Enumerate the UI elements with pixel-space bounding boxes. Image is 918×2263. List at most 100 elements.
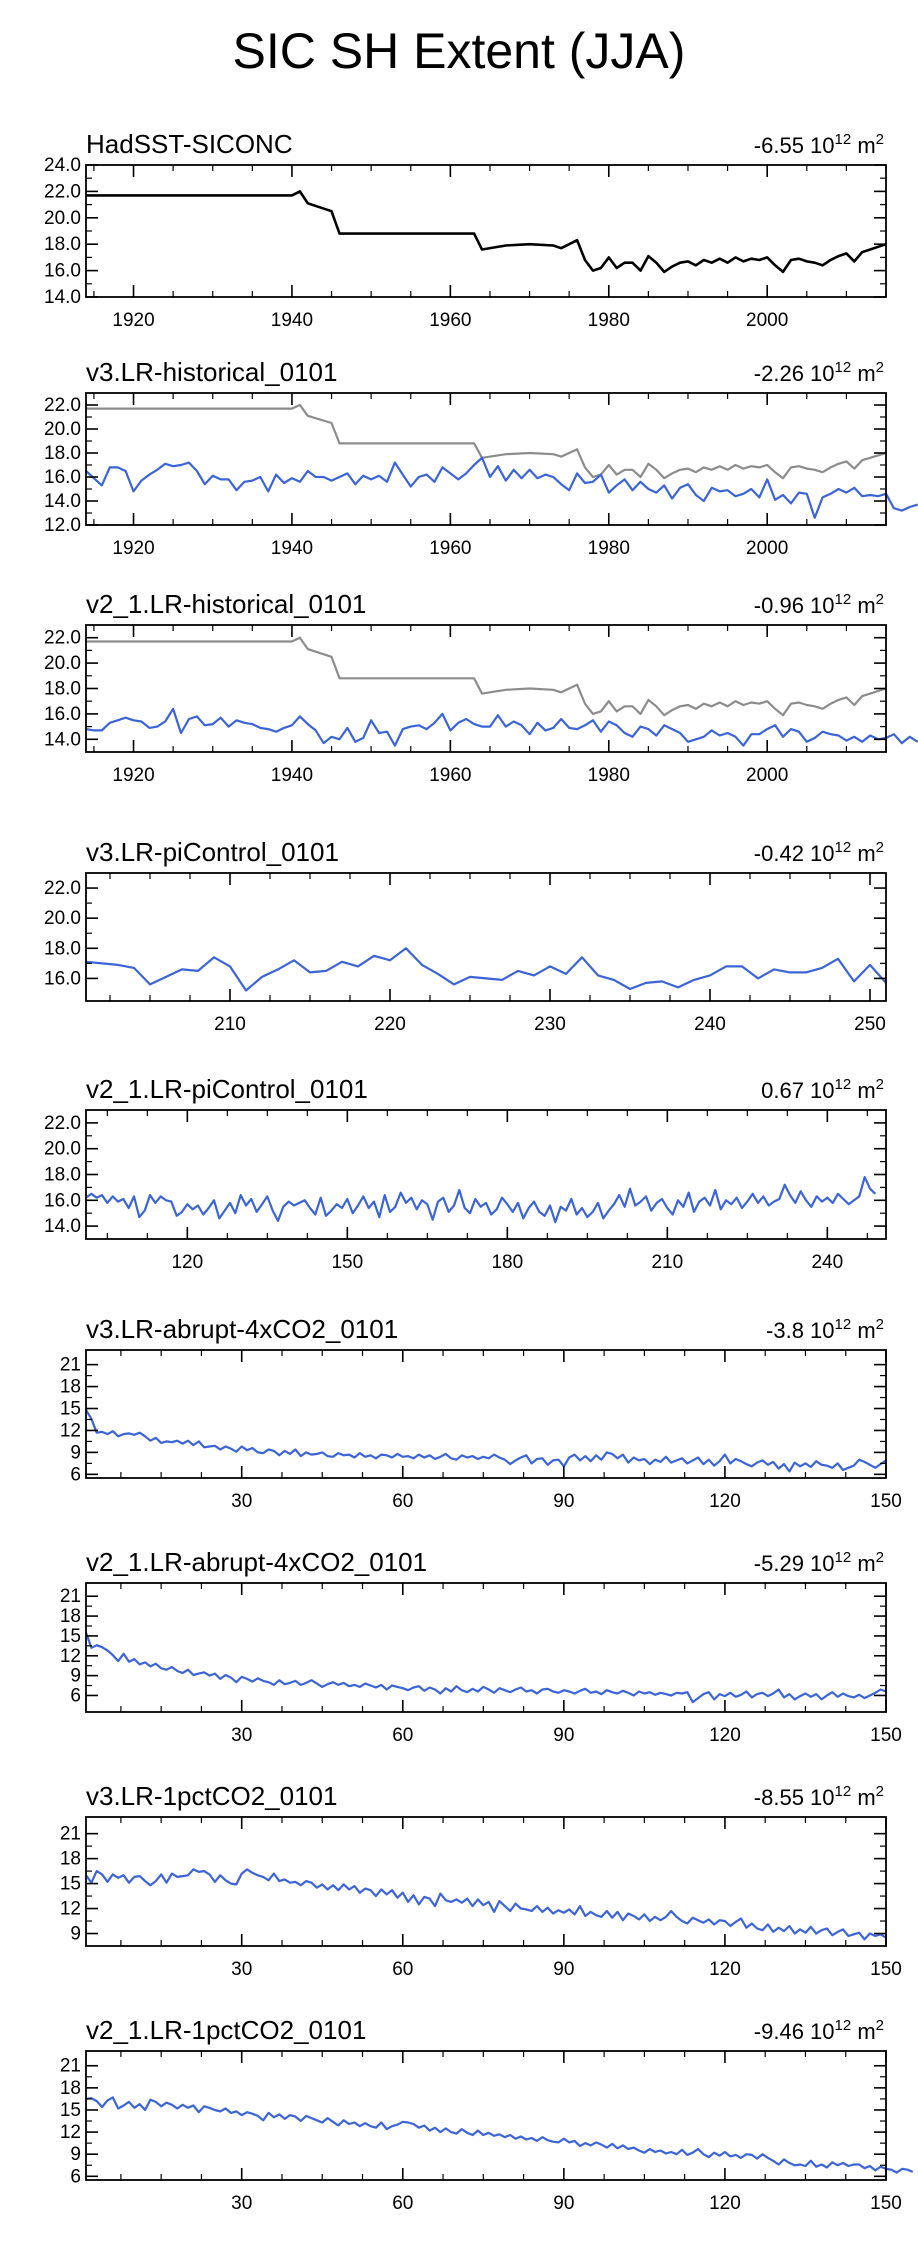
panel-title: v2_1.LR-historical_0101 — [86, 589, 366, 619]
chart-panel: 14.0 16.0 18.0 20.0 22.0 120 150 180 210 240 v2_1.… — [44, 1074, 887, 1273]
x-tick-label: 30 — [231, 2193, 252, 2214]
x-tick-label: 120 — [709, 1725, 741, 1746]
plot-frame — [85, 392, 887, 526]
series-line-model — [85, 947, 887, 992]
y-tick-label: 20.0 — [44, 653, 81, 674]
x-tick-label: 1940 — [271, 538, 313, 559]
x-tick-label: 150 — [870, 2193, 902, 2214]
x-tick-label: 30 — [231, 1959, 252, 1980]
x-tick-label: 120 — [709, 1959, 741, 1980]
x-tick-label: 120 — [709, 1491, 741, 1512]
y-tick-label: 18 — [60, 1849, 81, 1870]
x-tick-label: 150 — [331, 1252, 363, 1273]
trend-annotation: -9.46 1012 m2 — [754, 2017, 884, 2044]
x-tick-label: 60 — [392, 1491, 413, 1512]
y-tick-label: 12.0 — [44, 515, 81, 536]
y-tick-label: 18.0 — [44, 938, 81, 959]
x-tick-label: 150 — [870, 1491, 902, 1512]
x-tick-label: 150 — [870, 1959, 902, 1980]
y-tick-label: 16.0 — [44, 1190, 81, 1211]
trend-annotation: -2.26 1012 m2 — [754, 359, 884, 386]
y-tick-label: 9 — [70, 2144, 81, 2165]
y-tick-label: 21 — [60, 1586, 81, 1607]
y-tick-label: 20.0 — [44, 208, 81, 229]
trend-annotation: -0.42 1012 m2 — [754, 839, 884, 866]
panel-title: v2_1.LR-abrupt-4xCO2_0101 — [86, 1547, 427, 1577]
x-tick-label: 120 — [171, 1252, 203, 1273]
chart-panel: 12.0 14.0 16.0 18.0 20.0 22.0 1920 1940 1960 1980… — [44, 357, 918, 559]
x-tick-label: 60 — [392, 1725, 413, 1746]
series-line-model — [85, 1409, 887, 1473]
y-tick-label: 21 — [60, 1824, 81, 1845]
x-tick-label: 90 — [553, 1491, 574, 1512]
y-tick-label: 21 — [60, 2056, 81, 2077]
panel-title: v3.LR-historical_0101 — [86, 357, 337, 387]
x-tick-label: 1940 — [271, 765, 313, 786]
y-tick-label: 14.0 — [44, 1216, 81, 1237]
y-tick-label: 18.0 — [44, 1165, 81, 1186]
panel-title: v3.LR-piControl_0101 — [86, 837, 339, 867]
x-tick-label: 210 — [651, 1252, 683, 1273]
y-tick-label: 14.0 — [44, 729, 81, 750]
x-tick-label: 120 — [709, 2193, 741, 2214]
x-tick-label: 1920 — [112, 310, 154, 331]
chart-panel: 9 12 15 18 21 30 60 90 120 150 v3.LR-1pctCO2_0101 -… — [60, 1781, 902, 1980]
x-tick-label: 240 — [694, 1014, 726, 1035]
y-tick-label: 6 — [70, 2166, 81, 2187]
y-tick-label: 12 — [60, 1899, 81, 1920]
y-tick-label: 18.0 — [44, 679, 81, 700]
y-tick-label: 20.0 — [44, 419, 81, 440]
panel-title: v2_1.LR-piControl_0101 — [86, 1074, 368, 1104]
trend-annotation: -0.96 1012 m2 — [754, 591, 884, 618]
series-line-model — [85, 707, 918, 747]
x-tick-label: 60 — [392, 1959, 413, 1980]
y-tick-label: 15 — [60, 1626, 81, 1647]
x-tick-label: 230 — [534, 1014, 566, 1035]
y-tick-label: 16.0 — [44, 968, 81, 989]
panel-title: v3.LR-abrupt-4xCO2_0101 — [86, 1314, 398, 1344]
y-tick-label: 21 — [60, 1355, 81, 1376]
chart-panel: 14.0 16.0 18.0 20.0 22.0 24.0 1920 1940 1960 1980… — [44, 129, 887, 331]
x-tick-label: 1960 — [429, 765, 471, 786]
plot-frame — [85, 1349, 887, 1479]
y-tick-label: 16.0 — [44, 261, 81, 282]
x-tick-label: 1920 — [112, 765, 154, 786]
y-tick-label: 9 — [70, 1442, 81, 1463]
y-tick-label: 20.0 — [44, 1139, 81, 1160]
series-line-reference — [86, 403, 887, 480]
y-tick-label: 22.0 — [44, 628, 81, 649]
y-tick-label: 20.0 — [44, 908, 81, 929]
trend-annotation: -3.8 1012 m2 — [766, 1316, 884, 1343]
x-tick-label: 30 — [231, 1491, 252, 1512]
x-tick-label: 1920 — [112, 538, 154, 559]
y-tick-label: 24.0 — [44, 155, 81, 176]
panel-title: v3.LR-1pctCO2_0101 — [86, 1781, 337, 1811]
x-tick-label: 90 — [553, 1725, 574, 1746]
x-tick-label: 220 — [374, 1014, 406, 1035]
x-tick-label: 90 — [553, 1959, 574, 1980]
y-tick-label: 18 — [60, 2078, 81, 2099]
y-tick-label: 15 — [60, 2100, 81, 2121]
x-tick-label: 2000 — [746, 765, 788, 786]
x-tick-label: 30 — [231, 1725, 252, 1746]
y-tick-label: 18.0 — [44, 443, 81, 464]
y-tick-label: 22.0 — [44, 878, 81, 899]
y-tick-label: 14.0 — [44, 287, 81, 308]
series-line-model — [84, 1632, 887, 1704]
y-tick-label: 18.0 — [44, 234, 81, 255]
y-tick-label: 22.0 — [44, 395, 81, 416]
chart-panel: 14.0 16.0 18.0 20.0 22.0 1920 1940 1960 1980 2000… — [44, 589, 918, 786]
series-line-model — [85, 1176, 877, 1224]
y-tick-label: 12 — [60, 2122, 81, 2143]
plot-frame — [85, 2050, 887, 2181]
panel-title: v2_1.LR-1pctCO2_0101 — [86, 2015, 366, 2045]
series-line-reference — [86, 636, 887, 717]
plot-frame — [85, 164, 887, 298]
plot-frame — [85, 872, 887, 1002]
y-tick-label: 18 — [60, 1606, 81, 1627]
figure-title: SIC SH Extent (JJA) — [232, 23, 686, 79]
plot-frame — [85, 1816, 887, 1947]
x-tick-label: 240 — [811, 1252, 843, 1273]
